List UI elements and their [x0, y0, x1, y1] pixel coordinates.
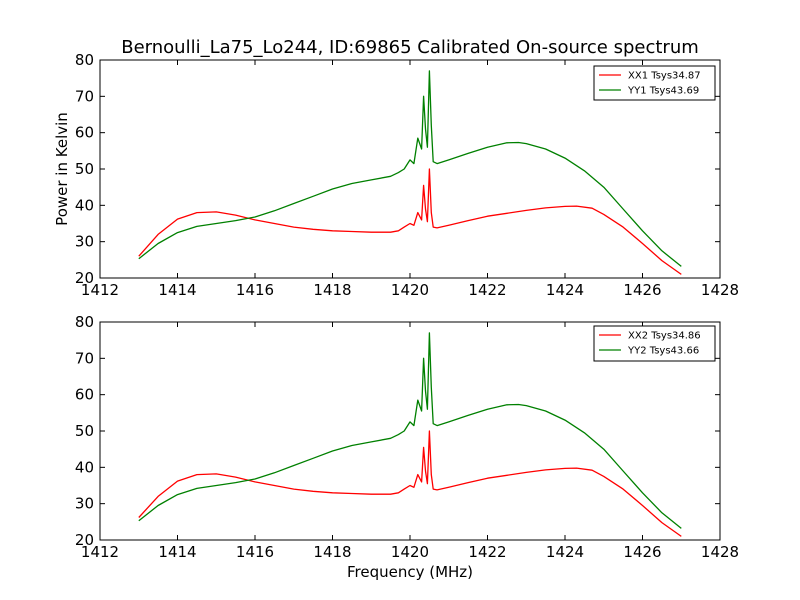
legend-entry: YY1 Tsys43.69 [627, 86, 699, 97]
y-axis-label: Power in Kelvin [53, 112, 71, 226]
x-tick-label: 1428 [701, 281, 739, 299]
y-tick-label: 70 [75, 349, 94, 367]
y-tick-label: 50 [75, 160, 94, 178]
x-tick-label: 1424 [546, 281, 584, 299]
legend-entry: XX2 Tsys34.86 [628, 331, 701, 342]
x-tick-label: 1424 [546, 543, 584, 561]
y-tick-label: 50 [75, 422, 94, 440]
legend-entry: XX1 Tsys34.87 [628, 71, 701, 82]
series-line-1-1 [138, 168, 682, 275]
legend-entry: YY2 Tsys43.66 [627, 346, 699, 357]
x-tick-label: 1418 [313, 281, 351, 299]
x-tick-label: 1416 [236, 543, 274, 561]
legend-2: XX2 Tsys34.86 YY2 Tsys43.66 [593, 325, 716, 362]
y-tick-label: 20 [75, 269, 94, 287]
y-tick-label: 60 [75, 386, 94, 404]
x-tick-label: 1418 [313, 543, 351, 561]
y-tick-label: 30 [75, 233, 94, 251]
x-tick-label: 1422 [468, 543, 506, 561]
x-tick-label: 1412 [81, 543, 119, 561]
panel-1: 1412 1414 1416 1418 1420 1422 1424 1426 1428 20 30… [75, 51, 739, 299]
x-tick-label: 1414 [158, 543, 196, 561]
x-tick-label: 1426 [623, 543, 661, 561]
y-tick-label: 40 [75, 196, 94, 214]
x-tick-label: 1412 [81, 281, 119, 299]
y-tick-label: 80 [75, 51, 94, 69]
x-tick-label: 1416 [236, 281, 274, 299]
y-tick-label: 40 [75, 458, 94, 476]
x-tick-label: 1426 [623, 281, 661, 299]
x-tick-label: 1420 [391, 281, 429, 299]
y-tick-label: 70 [75, 87, 94, 105]
legend-1: XX1 Tsys34.87 YY1 Tsys43.69 [593, 65, 716, 101]
chart-title: Bernoulli_La75_Lo244, ID:69865 Calibrate… [121, 37, 699, 58]
legend-box [593, 65, 716, 101]
series-line-2-1 [138, 430, 682, 537]
x-tick-label: 1414 [158, 281, 196, 299]
y-tick-label: 60 [75, 124, 94, 142]
y-tick-label: 30 [75, 495, 94, 513]
x-axis-label: Frequency (MHz) [347, 563, 473, 581]
x-tick-label: 1422 [468, 281, 506, 299]
panels-group: 1412 1414 1416 1418 1420 1422 1424 1426 1428 20 30… [75, 51, 739, 561]
y-tick-label: 80 [75, 313, 94, 331]
series-line-1-2 [138, 70, 682, 267]
legend-box [593, 325, 716, 362]
x-tick-label: 1420 [391, 543, 429, 561]
panel-2: 1412 1414 1416 1418 1420 1422 1424 1426 1428 20 30… [75, 313, 739, 561]
series-line-2-2 [138, 332, 682, 529]
x-tick-label: 1428 [701, 543, 739, 561]
y-tick-label: 20 [75, 531, 94, 549]
